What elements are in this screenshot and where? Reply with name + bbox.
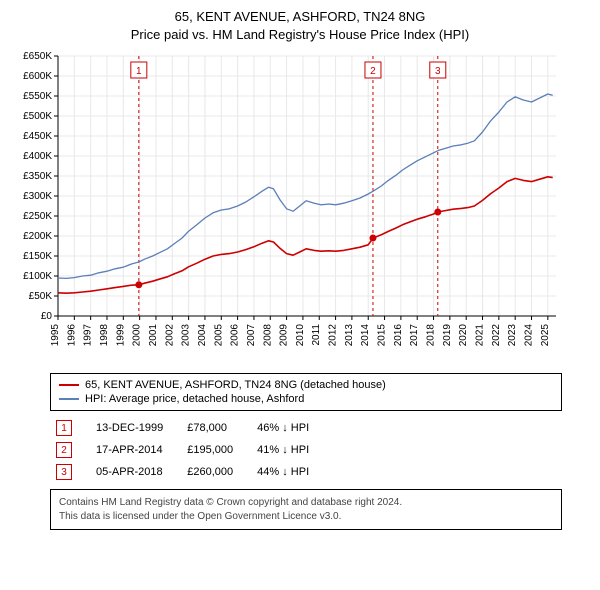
svg-text:£350K: £350K — [23, 171, 52, 182]
attribution-line-2: This data is licensed under the Open Gov… — [59, 510, 553, 524]
svg-text:£600K: £600K — [23, 71, 52, 82]
svg-text:£500K: £500K — [23, 111, 52, 122]
svg-text:1996: 1996 — [66, 324, 77, 347]
svg-text:1995: 1995 — [50, 324, 61, 347]
price-chart: £0 £50K £100K £150K £200K £250K £300K £350K £400… — [8, 50, 592, 365]
svg-text:2025: 2025 — [540, 324, 551, 347]
svg-text:£50K: £50K — [29, 291, 53, 302]
svg-text:2005: 2005 — [213, 324, 224, 347]
svg-text:2003: 2003 — [181, 324, 192, 347]
marker-date: 17-APR-2014 — [90, 439, 181, 461]
svg-text:£300K: £300K — [23, 191, 52, 202]
svg-text:2017: 2017 — [409, 324, 420, 347]
marker-row: 3 05-APR-2018£260,00044% ↓ HPI — [50, 461, 327, 483]
svg-text:2000: 2000 — [132, 324, 143, 347]
svg-text:£400K: £400K — [23, 151, 52, 162]
svg-text:2014: 2014 — [360, 324, 371, 347]
legend-label: 65, KENT AVENUE, ASHFORD, TN24 8NG (deta… — [85, 379, 386, 391]
svg-text:£0: £0 — [41, 311, 53, 322]
svg-text:3: 3 — [435, 66, 441, 77]
marker-date: 13-DEC-1999 — [90, 417, 181, 439]
svg-text:2018: 2018 — [426, 324, 437, 347]
marker-box-icon: 1 — [56, 420, 72, 436]
svg-text:2: 2 — [370, 66, 376, 77]
marker-delta: 46% ↓ HPI — [251, 417, 327, 439]
svg-text:2008: 2008 — [262, 324, 273, 347]
legend-row: 65, KENT AVENUE, ASHFORD, TN24 8NG (deta… — [59, 378, 553, 392]
svg-text:2012: 2012 — [328, 324, 339, 347]
attribution-line-1: Contains HM Land Registry data © Crown c… — [59, 496, 553, 510]
legend-label: HPI: Average price, detached house, Ashf… — [85, 393, 304, 405]
svg-text:1997: 1997 — [83, 324, 94, 347]
svg-text:2002: 2002 — [164, 324, 175, 347]
svg-text:2004: 2004 — [197, 324, 208, 347]
svg-text:2013: 2013 — [344, 324, 355, 347]
svg-text:2011: 2011 — [311, 324, 322, 346]
svg-text:£100K: £100K — [23, 271, 52, 282]
title-line-1: 65, KENT AVENUE, ASHFORD, TN24 8NG — [8, 8, 592, 26]
svg-text:2022: 2022 — [491, 324, 502, 347]
attribution-box: Contains HM Land Registry data © Crown c… — [50, 489, 562, 530]
marker-date: 05-APR-2018 — [90, 461, 181, 483]
svg-text:£150K: £150K — [23, 251, 52, 262]
svg-text:2009: 2009 — [279, 324, 290, 347]
legend-row: HPI: Average price, detached house, Ashf… — [59, 392, 553, 406]
svg-text:£450K: £450K — [23, 131, 52, 142]
svg-text:£650K: £650K — [23, 51, 52, 62]
markers-table: 1 13-DEC-1999£78,00046% ↓ HPI 2 17-APR-2014… — [50, 417, 562, 483]
svg-text:2007: 2007 — [246, 324, 257, 347]
svg-text:2021: 2021 — [475, 324, 486, 347]
title-line-2: Price paid vs. HM Land Registry's House … — [8, 26, 592, 44]
svg-text:2016: 2016 — [393, 324, 404, 347]
svg-text:2020: 2020 — [458, 324, 469, 347]
legend-swatch — [59, 384, 79, 386]
marker-box-icon: 3 — [56, 464, 72, 480]
svg-text:1999: 1999 — [115, 324, 126, 347]
svg-text:2006: 2006 — [230, 324, 241, 347]
marker-row: 1 13-DEC-1999£78,00046% ↓ HPI — [50, 417, 327, 439]
svg-text:£550K: £550K — [23, 91, 52, 102]
marker-price: £260,000 — [181, 461, 251, 483]
svg-text:2001: 2001 — [148, 324, 159, 347]
svg-text:£200K: £200K — [23, 231, 52, 242]
svg-text:2010: 2010 — [295, 324, 306, 347]
svg-text:2019: 2019 — [442, 324, 453, 347]
marker-price: £78,000 — [181, 417, 251, 439]
marker-price: £195,000 — [181, 439, 251, 461]
svg-text:2023: 2023 — [507, 324, 518, 347]
legend-box: 65, KENT AVENUE, ASHFORD, TN24 8NG (deta… — [50, 373, 562, 411]
chart-svg: £0 £50K £100K £150K £200K £250K £300K £350K £400… — [8, 50, 568, 360]
marker-row: 2 17-APR-2014£195,00041% ↓ HPI — [50, 439, 327, 461]
svg-text:2024: 2024 — [524, 324, 535, 347]
svg-text:£250K: £250K — [23, 211, 52, 222]
svg-text:1998: 1998 — [99, 324, 110, 347]
marker-delta: 44% ↓ HPI — [251, 461, 327, 483]
svg-text:2015: 2015 — [377, 324, 388, 347]
legend-swatch — [59, 398, 79, 400]
marker-delta: 41% ↓ HPI — [251, 439, 327, 461]
title-block: 65, KENT AVENUE, ASHFORD, TN24 8NG Price… — [8, 8, 592, 44]
svg-text:1: 1 — [136, 66, 142, 77]
marker-box-icon: 2 — [56, 442, 72, 458]
